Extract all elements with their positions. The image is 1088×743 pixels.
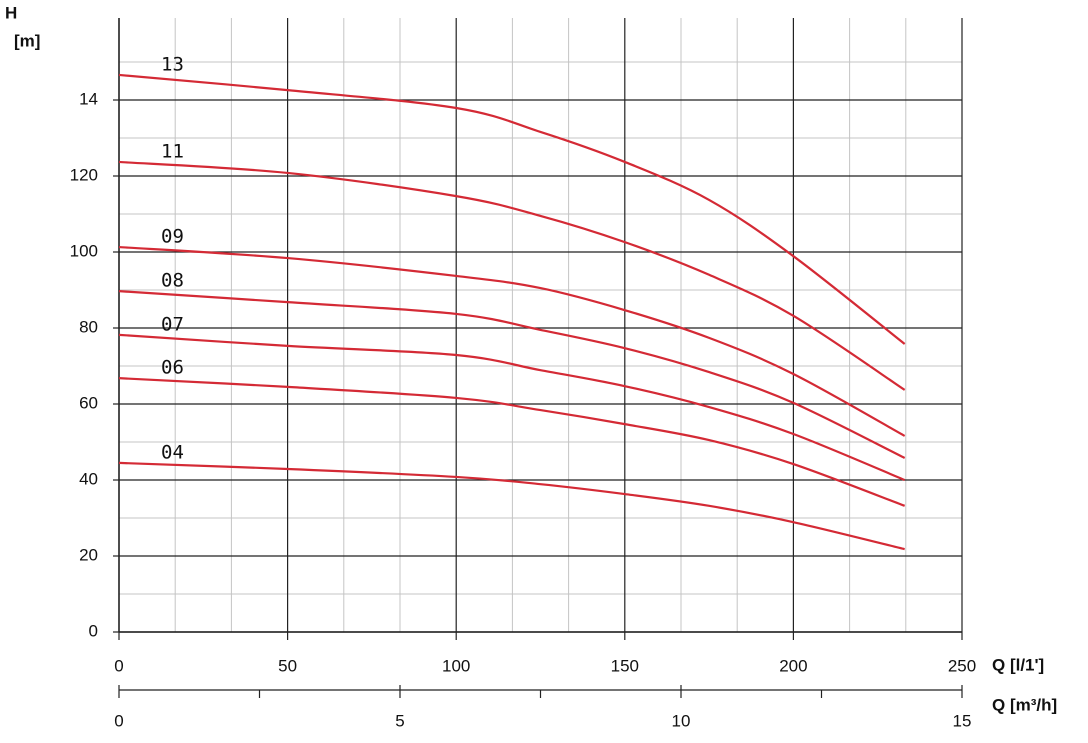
curve — [118, 73, 906, 345]
y-tick-label: 80 — [79, 317, 98, 336]
curve-label: 04 — [161, 441, 184, 463]
x2-tick-label: 0 — [114, 711, 123, 730]
curve — [118, 461, 905, 551]
y-tick-label: 0 — [89, 621, 98, 640]
y-tick-label: 120 — [70, 165, 98, 184]
x-axis-label: Q [l/1'] — [992, 655, 1044, 674]
curve-label: 07 — [161, 313, 184, 335]
y-tick-label: 60 — [79, 393, 98, 412]
x2-tick-label: 5 — [395, 711, 404, 730]
y-tick-label: 40 — [79, 469, 98, 488]
x2-tick-label: 15 — [953, 711, 972, 730]
y-tick-label: 100 — [70, 241, 98, 260]
curve-label: 13 — [161, 53, 184, 75]
y-axis-label: H — [5, 3, 17, 22]
x-tick-label: 100 — [442, 656, 470, 675]
curve — [118, 377, 906, 507]
x-tick-label: 50 — [278, 656, 297, 675]
x-tick-label: 150 — [611, 656, 639, 675]
y-axis-unit: [m] — [14, 31, 40, 50]
curve — [118, 290, 906, 459]
x-tick-label: 200 — [779, 656, 807, 675]
x2-tick-label: 10 — [672, 711, 691, 730]
x2-axis-label: Q [m³/h] — [992, 695, 1057, 714]
curve — [118, 245, 906, 437]
curve-label: 06 — [161, 357, 184, 379]
x-tick-label: 0 — [114, 656, 123, 675]
curve — [118, 160, 906, 391]
y-tick-label: 20 — [79, 545, 98, 564]
curve — [118, 333, 906, 482]
y-tick-label: 14 — [79, 89, 98, 108]
curve-label: 11 — [161, 140, 184, 162]
curve-label: 09 — [161, 226, 184, 248]
x-tick-label: 250 — [948, 656, 976, 675]
curve-label: 08 — [161, 270, 184, 292]
